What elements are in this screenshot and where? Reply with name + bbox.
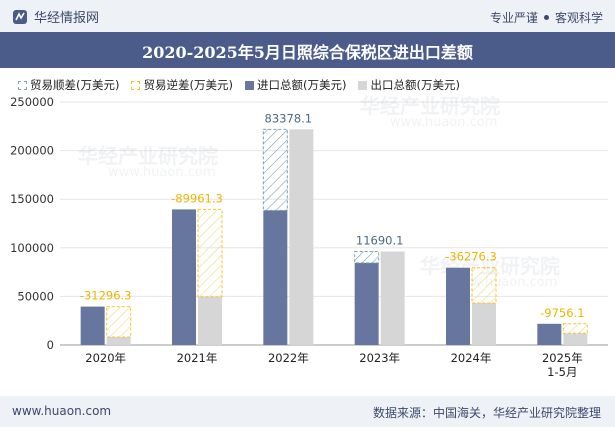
legend-surplus-label: 贸易顺差(万美元) xyxy=(30,78,120,92)
y-tick-label: 200000 xyxy=(10,144,54,158)
y-tick-label: 50000 xyxy=(17,289,54,303)
y-tick-label: 150000 xyxy=(10,192,54,206)
y-tick-label: 0 xyxy=(47,338,54,352)
footer: www.huaon.com 数据来源：中国海关，华经产业研究院整理 xyxy=(0,396,615,427)
x-tick-label: 2022年 xyxy=(268,351,309,365)
import-bar xyxy=(537,323,562,345)
footer-source: 数据来源：中国海关，华经产业研究院整理 xyxy=(372,406,601,420)
export-bar xyxy=(472,303,496,345)
export-bar xyxy=(106,337,131,345)
title-bar: 2020-2025年5月日照综合保税区进出口差额 xyxy=(0,32,615,68)
legend-item-import: 进口总额(万美元) xyxy=(244,77,347,93)
legend-export-swatch xyxy=(358,80,368,90)
brand: 华经情报网 xyxy=(12,7,99,26)
surplus-bar xyxy=(354,250,380,264)
x-tick-label: 2024年 xyxy=(451,351,492,365)
balance-data-label: -36276.3 xyxy=(445,250,497,264)
brand-name: 华经情报网 xyxy=(34,11,100,26)
balance-data-label: -89961.3 xyxy=(171,191,223,205)
legend-export-label: 出口总额(万美元) xyxy=(370,78,460,92)
deficit-bar xyxy=(562,323,588,334)
x-tick-label: 2020年 xyxy=(85,351,126,365)
balance-data-label: -9756.1 xyxy=(540,306,584,320)
legend-deficit-swatch xyxy=(131,80,141,90)
export-bar xyxy=(563,333,588,345)
legend-item-surplus: 贸易顺差(万美元) xyxy=(18,77,119,93)
chart-title: 2020-2025年5月日照综合保税区进出口差额 xyxy=(142,43,473,62)
import-bar xyxy=(263,210,288,345)
legend-surplus-swatch xyxy=(18,80,27,90)
tagline-left: 专业严谨 xyxy=(489,11,538,25)
legend-item-deficit: 贸易逆差(万美元) xyxy=(131,77,233,93)
footer-website: www.huaon.com xyxy=(12,404,112,418)
import-bar xyxy=(172,209,196,345)
balance-data-label: 83378.1 xyxy=(265,111,313,125)
deficit-bar xyxy=(106,306,132,338)
export-bar xyxy=(380,251,405,345)
y-tick-label: 250000 xyxy=(10,95,54,109)
balance-data-label: 11690.1 xyxy=(356,233,404,247)
x-tick-label: 2025年 xyxy=(542,351,583,365)
separator-dot-icon xyxy=(543,15,549,20)
tagline: 专业严谨 客观科学 xyxy=(490,9,603,26)
legend-import-swatch xyxy=(244,80,254,90)
x-tick-label: 2023年 xyxy=(359,351,400,365)
surplus-bar xyxy=(262,128,288,211)
legend-deficit-label: 贸易逆差(万美元) xyxy=(143,78,233,92)
bar-chart: 0 50000 100000 150000 200000 250000 -31296.3 2… xyxy=(10,95,608,379)
top-bar: 华经情报网 专业严谨 客观科学 xyxy=(0,0,615,32)
deficit-bar xyxy=(471,267,497,304)
deficit-bar xyxy=(197,208,223,298)
x-tick-label: 1-5月 xyxy=(547,365,577,379)
legend: 贸易顺差(万美元) 贸易逆差(万美元) 进口总额(万美元) 出口总额(万美元) xyxy=(18,77,460,93)
export-bar xyxy=(289,129,314,345)
import-bar xyxy=(446,267,470,345)
x-tick-label: 2021年 xyxy=(177,351,218,365)
legend-item-export: 出口总额(万美元) xyxy=(358,77,460,93)
legend-import-label: 进口总额(万美元) xyxy=(256,78,347,92)
brand-logo-icon xyxy=(13,9,27,24)
import-bar xyxy=(354,262,379,345)
y-tick-label: 100000 xyxy=(10,241,54,255)
tagline-right: 客观科学 xyxy=(554,11,603,25)
export-bar xyxy=(198,296,222,345)
balance-data-label: -31296.3 xyxy=(80,289,132,303)
import-bar xyxy=(80,306,105,345)
